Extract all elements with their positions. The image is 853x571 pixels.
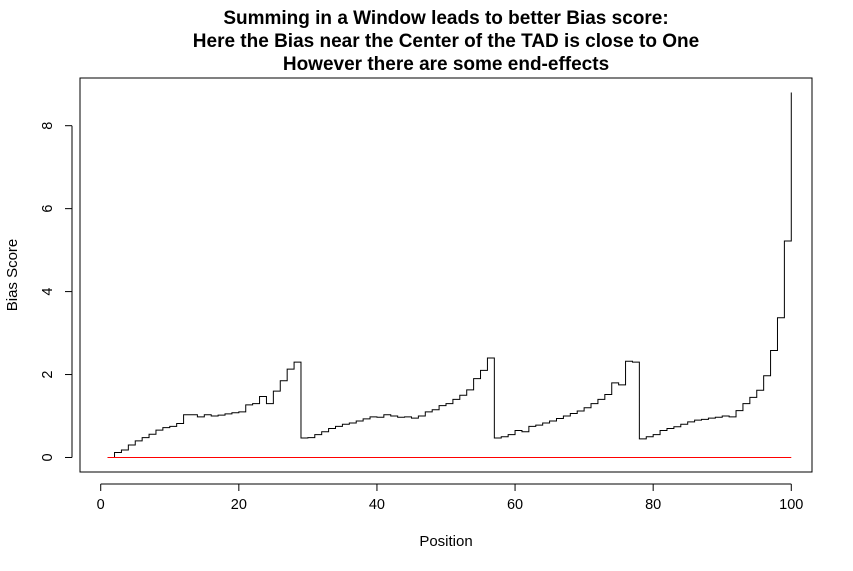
y-axis-label: Bias Score bbox=[4, 239, 21, 312]
chart-title-line-2: Here the Bias near the Center of the TAD… bbox=[193, 31, 699, 52]
y-tick-label: 8 bbox=[40, 122, 56, 130]
y-tick-label: 4 bbox=[40, 288, 56, 296]
y-tick-label: 2 bbox=[40, 370, 56, 378]
bias-score-step-line bbox=[107, 92, 792, 458]
y-axis: 0 2 4 6 8 bbox=[40, 122, 73, 462]
chart-title: Summing in a Window leads to better Bias… bbox=[193, 8, 699, 75]
x-tick-label: 100 bbox=[779, 497, 803, 513]
plot-frame bbox=[79, 77, 813, 473]
chart-title-line-3: However there are some end-effects bbox=[283, 54, 609, 75]
x-tick-label: 20 bbox=[231, 497, 247, 513]
y-tick-label: 0 bbox=[40, 453, 56, 461]
x-tick-label: 60 bbox=[507, 497, 523, 513]
chart-title-line-1: Summing in a Window leads to better Bias… bbox=[223, 8, 668, 29]
x-axis: 0 20 40 60 80 100 bbox=[97, 483, 803, 513]
x-tick-label: 40 bbox=[369, 497, 385, 513]
series-layer bbox=[107, 92, 792, 458]
x-tick-label: 80 bbox=[645, 497, 661, 513]
x-axis-label: Position bbox=[419, 533, 472, 550]
x-tick-label: 0 bbox=[97, 497, 105, 513]
y-tick-label: 6 bbox=[40, 205, 56, 213]
